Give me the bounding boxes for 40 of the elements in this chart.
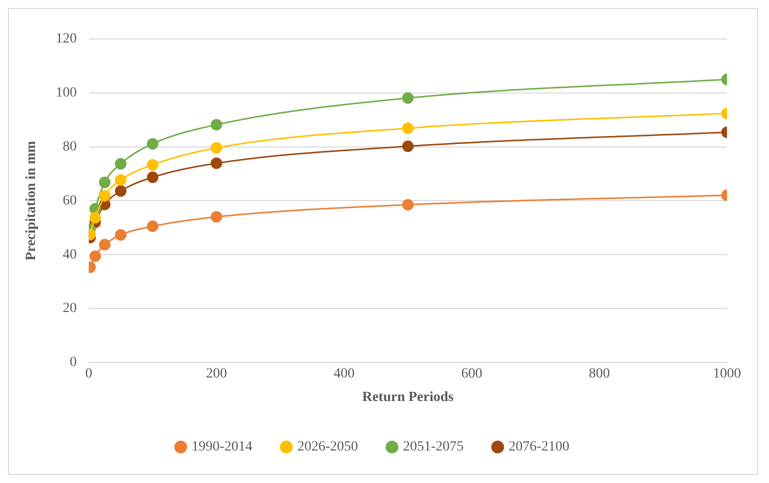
legend-label: 2076-2100 [508, 440, 570, 455]
point [114, 174, 126, 186]
y-tick-label: 40 [62, 247, 77, 262]
x-tick-label: 800 [588, 366, 610, 382]
point [146, 138, 158, 150]
y-tick-label: 120 [56, 32, 77, 47]
point [114, 158, 126, 170]
legend-label: 2026-2050 [297, 440, 358, 455]
legend-label: 1990-2014 [192, 440, 252, 455]
point [146, 172, 158, 184]
point [114, 229, 126, 241]
point [402, 140, 414, 152]
point [402, 122, 414, 134]
y-tick-label: 20 [62, 301, 77, 316]
x-tick-label: 200 [206, 366, 227, 382]
point [402, 92, 414, 104]
point [114, 185, 126, 197]
point [210, 211, 222, 223]
point [99, 176, 111, 188]
point [210, 118, 222, 130]
y-tick-label: 60 [62, 193, 77, 208]
y-tick-label: 100 [56, 86, 77, 101]
x-tick-label: 0 [85, 366, 92, 382]
point [99, 190, 111, 202]
y-tick-label: 0 [70, 355, 77, 370]
point [210, 157, 222, 169]
y-axis-title: Precipitation in mm [24, 140, 40, 260]
legend-label: 2051-2075 [403, 440, 464, 455]
point [99, 238, 111, 250]
y-tick-label: 80 [62, 139, 77, 154]
point [146, 220, 158, 232]
point [89, 212, 101, 224]
point [402, 198, 414, 210]
point [89, 250, 101, 262]
x-tick-label: 400 [334, 366, 355, 382]
x-tick-label: 1000 [713, 366, 741, 382]
point [146, 159, 158, 171]
point [210, 142, 222, 154]
x-tick-label: 600 [461, 366, 482, 382]
x-axis-title: Return Periods [362, 390, 454, 406]
